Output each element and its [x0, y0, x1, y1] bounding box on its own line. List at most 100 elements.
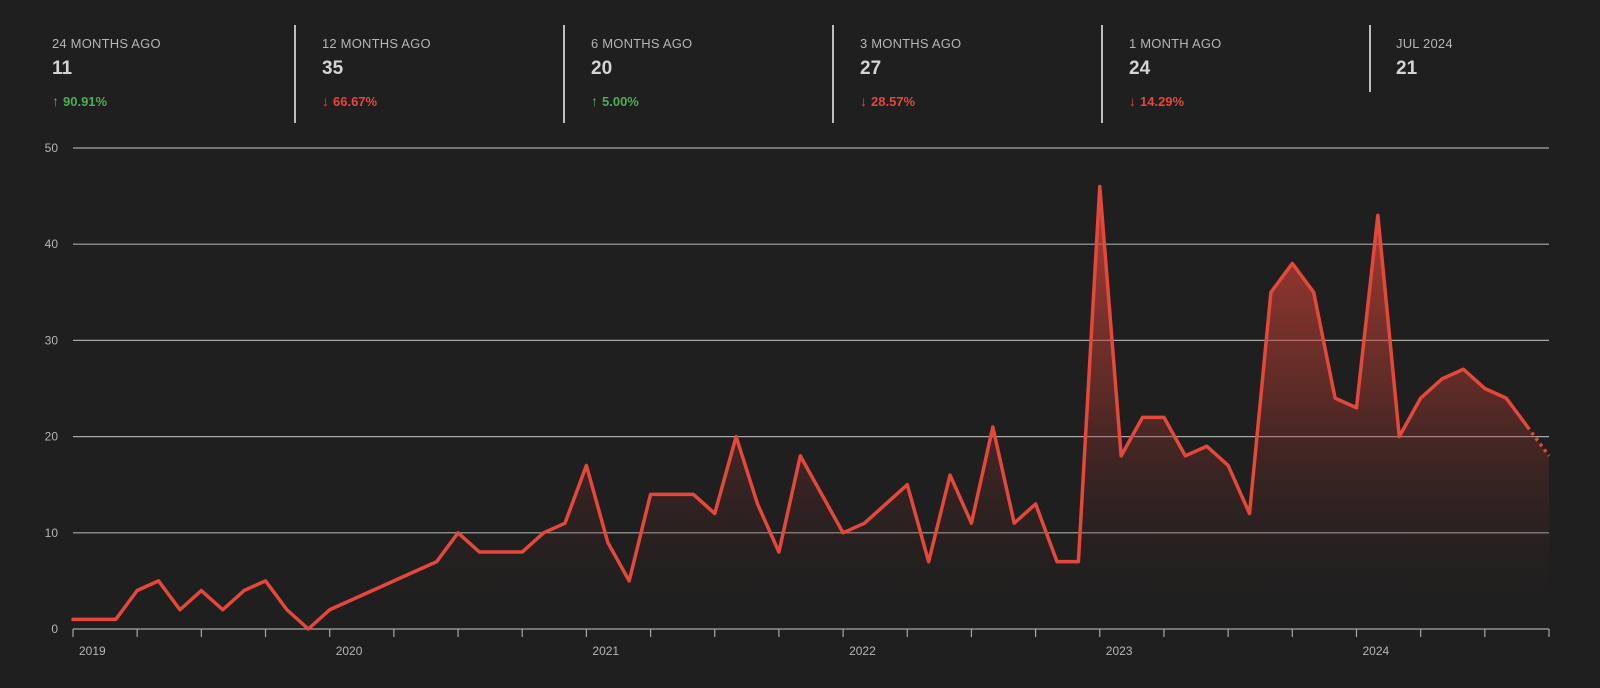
- data-point: [1012, 521, 1016, 525]
- stat-change-value: 14.29%: [1140, 94, 1185, 109]
- divider: [563, 25, 565, 123]
- area-layer: [73, 186, 1549, 630]
- data-point: [606, 540, 610, 544]
- data-point: [841, 531, 845, 535]
- stat-change-value: 28.57%: [871, 94, 916, 109]
- data-point: [927, 560, 931, 564]
- data-point: [691, 492, 695, 496]
- data-point: [1034, 502, 1038, 506]
- data-point: [1547, 454, 1551, 458]
- stat-value: 21: [1396, 58, 1418, 79]
- data-point: [370, 589, 374, 593]
- y-tick-label: 50: [45, 141, 59, 155]
- data-point: [306, 627, 310, 631]
- data-point: [756, 502, 760, 506]
- data-point: [969, 521, 973, 525]
- data-point: [1226, 463, 1230, 467]
- arrow-down-icon: ↓: [322, 93, 329, 109]
- data-point: [948, 473, 952, 477]
- data-point: [221, 608, 225, 612]
- stat-value: 24: [1129, 58, 1151, 79]
- data-point: [413, 569, 417, 573]
- data-point: [1397, 435, 1401, 439]
- arrow-down-icon: ↓: [860, 93, 867, 109]
- data-point: [328, 608, 332, 612]
- data-point: [1504, 396, 1508, 400]
- stat-change: ↓ 66.67%: [322, 93, 377, 109]
- data-point: [670, 492, 674, 496]
- area-fill: [73, 186, 1549, 630]
- data-point: [1461, 367, 1465, 371]
- stat-label: 3 MONTHS AGO: [860, 36, 962, 51]
- data-point: [1183, 454, 1187, 458]
- stat-change-value: 90.91%: [63, 94, 108, 109]
- data-point: [1098, 184, 1102, 188]
- stat-value: 11: [52, 58, 73, 79]
- data-point: [178, 608, 182, 612]
- divider: [1369, 25, 1371, 92]
- divider: [832, 25, 834, 123]
- data-point: [1440, 377, 1444, 381]
- series-line-partial: [1526, 425, 1551, 457]
- data-point: [1248, 512, 1252, 516]
- data-point: [627, 579, 631, 583]
- divider: [1101, 25, 1103, 123]
- data-point: [1205, 444, 1209, 448]
- data-point: [157, 579, 161, 583]
- y-tick-label: 20: [45, 430, 59, 444]
- data-point: [392, 579, 396, 583]
- stat-value: 20: [591, 58, 613, 79]
- data-point: [584, 463, 588, 467]
- data-point: [862, 521, 866, 525]
- data-point: [991, 425, 995, 429]
- stat-label: 24 MONTHS AGO: [52, 36, 161, 51]
- series-line: [71, 184, 1530, 631]
- data-point: [1526, 425, 1530, 429]
- line-layer: [71, 184, 1551, 631]
- data-point: [349, 598, 353, 602]
- divider: [294, 25, 296, 123]
- stat-change: ↓ 28.57%: [860, 93, 915, 109]
- stats-bar: 24 MONTHS AGO 11 ↑ 90.91% 12 MONTHS AGO 3…: [0, 25, 1600, 123]
- stat-value: 35: [322, 58, 344, 79]
- y-tick-label: 0: [51, 622, 58, 636]
- data-point: [905, 483, 909, 487]
- data-point: [1376, 213, 1380, 217]
- x-tick-label: 2019: [79, 644, 106, 658]
- y-tick-label: 30: [45, 333, 59, 347]
- data-point: [199, 589, 203, 593]
- data-point: [1141, 415, 1145, 419]
- stat-change-value: 5.00%: [602, 94, 639, 109]
- data-point: [477, 550, 481, 554]
- data-point: [649, 492, 653, 496]
- data-point: [520, 550, 524, 554]
- y-tick-label: 10: [45, 526, 59, 540]
- data-point: [1290, 261, 1294, 265]
- x-tick-label: 2020: [336, 644, 363, 658]
- data-point: [1354, 406, 1358, 410]
- data-point: [542, 531, 546, 535]
- data-point: [777, 550, 781, 554]
- data-point: [1419, 396, 1423, 400]
- arrow-up-icon: ↑: [591, 93, 598, 109]
- data-point: [820, 492, 824, 496]
- stat-change: ↓ 14.29%: [1129, 93, 1184, 109]
- data-point: [734, 435, 738, 439]
- data-point: [1119, 454, 1123, 458]
- arrow-down-icon: ↓: [1129, 93, 1136, 109]
- axes: 0 10 20 30 40 50 2019 2020 2021 2022 2023 2024: [45, 141, 1550, 658]
- stat-change: ↑ 90.91%: [52, 93, 107, 109]
- x-tick-label: 2022: [849, 644, 876, 658]
- data-point: [499, 550, 503, 554]
- data-point: [285, 608, 289, 612]
- stat-label: 1 MONTH AGO: [1129, 36, 1222, 51]
- stat-label: JUL 2024: [1396, 36, 1453, 51]
- data-point: [135, 589, 139, 593]
- data-point: [884, 502, 888, 506]
- data-point: [1312, 290, 1316, 294]
- x-tick-label: 2023: [1106, 644, 1133, 658]
- stat-label: 12 MONTHS AGO: [322, 36, 431, 51]
- y-tick-label: 40: [45, 237, 59, 251]
- stat-label: 6 MONTHS AGO: [591, 36, 693, 51]
